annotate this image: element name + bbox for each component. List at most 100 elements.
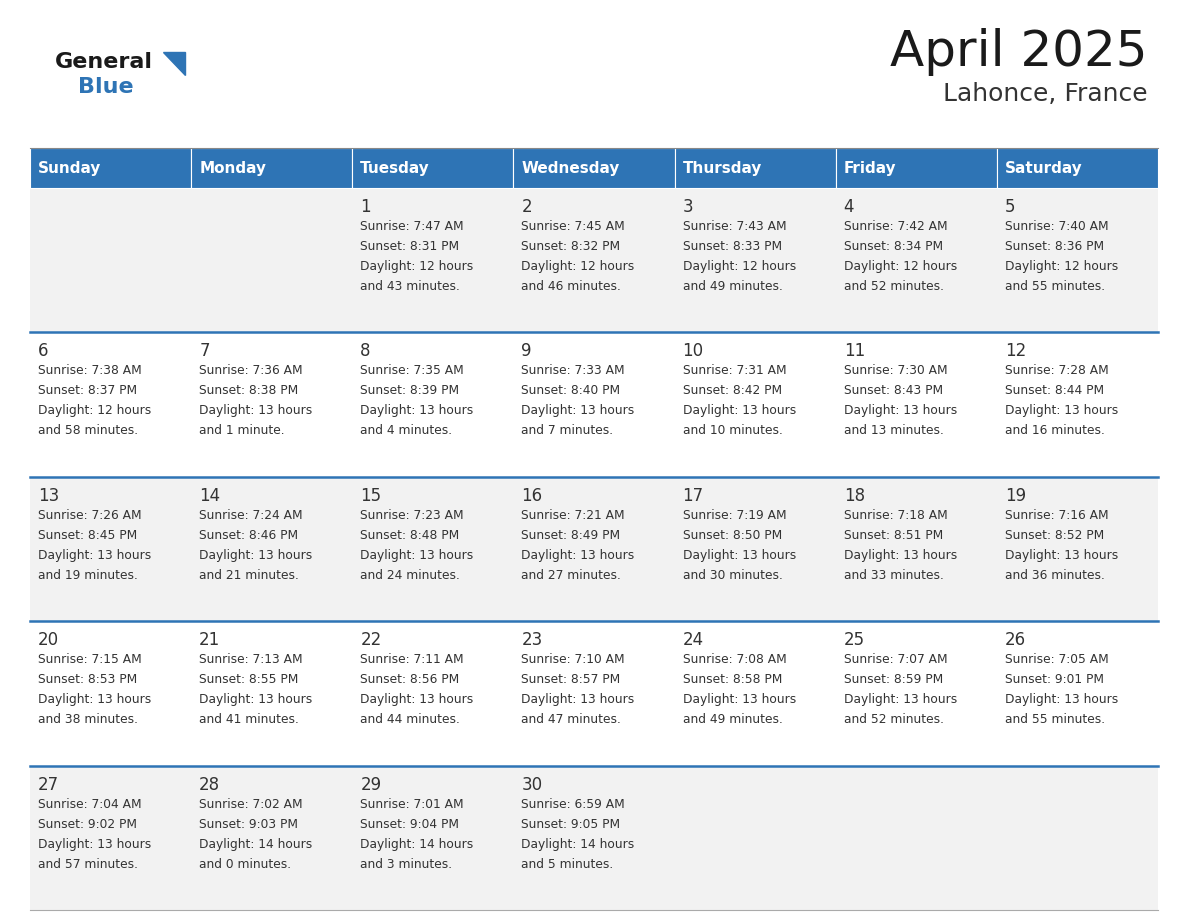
Bar xyxy=(997,332,1158,476)
Text: 20: 20 xyxy=(38,632,59,649)
Text: 2: 2 xyxy=(522,198,532,216)
Text: 16: 16 xyxy=(522,487,543,505)
Text: and 30 minutes.: and 30 minutes. xyxy=(683,569,783,582)
Text: Daylight: 13 hours: Daylight: 13 hours xyxy=(360,549,474,562)
Text: 10: 10 xyxy=(683,342,703,361)
Bar xyxy=(513,476,675,621)
Text: and 1 minute.: and 1 minute. xyxy=(200,424,285,437)
Text: Sunrise: 7:40 AM: Sunrise: 7:40 AM xyxy=(1005,220,1108,233)
Bar xyxy=(513,621,675,766)
Text: and 47 minutes.: and 47 minutes. xyxy=(522,713,621,726)
Text: Sunset: 8:56 PM: Sunset: 8:56 PM xyxy=(360,673,460,686)
Text: Sunset: 8:51 PM: Sunset: 8:51 PM xyxy=(843,529,943,542)
Text: 24: 24 xyxy=(683,632,703,649)
Bar xyxy=(835,332,997,476)
Text: 1: 1 xyxy=(360,198,371,216)
Bar xyxy=(513,148,675,188)
Text: 8: 8 xyxy=(360,342,371,361)
Bar xyxy=(191,476,353,621)
Bar xyxy=(30,148,191,188)
Text: Daylight: 12 hours: Daylight: 12 hours xyxy=(843,260,958,273)
Bar xyxy=(675,188,835,332)
Text: Sunrise: 7:16 AM: Sunrise: 7:16 AM xyxy=(1005,509,1108,521)
Text: Daylight: 13 hours: Daylight: 13 hours xyxy=(843,693,958,706)
Text: Daylight: 13 hours: Daylight: 13 hours xyxy=(360,693,474,706)
Text: 18: 18 xyxy=(843,487,865,505)
Bar xyxy=(353,148,513,188)
Text: and 49 minutes.: and 49 minutes. xyxy=(683,713,783,726)
Text: Daylight: 13 hours: Daylight: 13 hours xyxy=(1005,549,1118,562)
Bar xyxy=(997,621,1158,766)
Text: 27: 27 xyxy=(38,776,59,793)
Text: Friday: Friday xyxy=(843,161,896,175)
Text: and 27 minutes.: and 27 minutes. xyxy=(522,569,621,582)
Bar xyxy=(835,188,997,332)
Bar xyxy=(191,766,353,910)
Text: Daylight: 13 hours: Daylight: 13 hours xyxy=(200,549,312,562)
Bar xyxy=(675,766,835,910)
Text: Sunset: 8:39 PM: Sunset: 8:39 PM xyxy=(360,385,460,397)
Text: Daylight: 13 hours: Daylight: 13 hours xyxy=(200,693,312,706)
Bar xyxy=(30,766,191,910)
Text: Sunrise: 7:28 AM: Sunrise: 7:28 AM xyxy=(1005,364,1108,377)
Bar xyxy=(675,148,835,188)
Text: Daylight: 13 hours: Daylight: 13 hours xyxy=(1005,405,1118,418)
Bar xyxy=(835,476,997,621)
Text: Sunset: 8:37 PM: Sunset: 8:37 PM xyxy=(38,385,137,397)
Text: Sunrise: 7:21 AM: Sunrise: 7:21 AM xyxy=(522,509,625,521)
Text: Tuesday: Tuesday xyxy=(360,161,430,175)
Text: Sunset: 8:31 PM: Sunset: 8:31 PM xyxy=(360,240,460,253)
Text: Sunrise: 7:15 AM: Sunrise: 7:15 AM xyxy=(38,654,141,666)
Text: Sunset: 9:02 PM: Sunset: 9:02 PM xyxy=(38,818,137,831)
Text: Sunset: 8:55 PM: Sunset: 8:55 PM xyxy=(200,673,298,686)
Text: 29: 29 xyxy=(360,776,381,793)
Text: Sunset: 8:46 PM: Sunset: 8:46 PM xyxy=(200,529,298,542)
Text: Sunset: 8:59 PM: Sunset: 8:59 PM xyxy=(843,673,943,686)
Text: Sunset: 8:57 PM: Sunset: 8:57 PM xyxy=(522,673,620,686)
Text: Sunday: Sunday xyxy=(38,161,101,175)
Text: Sunrise: 7:23 AM: Sunrise: 7:23 AM xyxy=(360,509,463,521)
Text: and 52 minutes.: and 52 minutes. xyxy=(843,713,943,726)
Text: and 16 minutes.: and 16 minutes. xyxy=(1005,424,1105,437)
Text: Sunrise: 7:26 AM: Sunrise: 7:26 AM xyxy=(38,509,141,521)
Text: Saturday: Saturday xyxy=(1005,161,1082,175)
Text: and 46 minutes.: and 46 minutes. xyxy=(522,280,621,293)
Text: Sunset: 8:48 PM: Sunset: 8:48 PM xyxy=(360,529,460,542)
Bar xyxy=(30,621,191,766)
Text: Sunrise: 7:43 AM: Sunrise: 7:43 AM xyxy=(683,220,786,233)
Text: 30: 30 xyxy=(522,776,543,793)
Text: and 36 minutes.: and 36 minutes. xyxy=(1005,569,1105,582)
Bar xyxy=(997,188,1158,332)
Text: Sunrise: 7:47 AM: Sunrise: 7:47 AM xyxy=(360,220,463,233)
Text: Daylight: 14 hours: Daylight: 14 hours xyxy=(522,837,634,851)
Bar xyxy=(675,621,835,766)
Bar xyxy=(191,188,353,332)
Text: Sunrise: 7:19 AM: Sunrise: 7:19 AM xyxy=(683,509,786,521)
Text: Sunrise: 7:18 AM: Sunrise: 7:18 AM xyxy=(843,509,948,521)
Bar xyxy=(30,332,191,476)
Text: Sunset: 8:53 PM: Sunset: 8:53 PM xyxy=(38,673,138,686)
Text: Sunset: 8:50 PM: Sunset: 8:50 PM xyxy=(683,529,782,542)
Text: Blue: Blue xyxy=(78,77,133,97)
Text: Sunset: 8:43 PM: Sunset: 8:43 PM xyxy=(843,385,943,397)
Text: Sunset: 8:34 PM: Sunset: 8:34 PM xyxy=(843,240,943,253)
Text: Daylight: 14 hours: Daylight: 14 hours xyxy=(360,837,474,851)
Text: 4: 4 xyxy=(843,198,854,216)
Text: and 33 minutes.: and 33 minutes. xyxy=(843,569,943,582)
Text: and 38 minutes.: and 38 minutes. xyxy=(38,713,138,726)
Text: Sunset: 8:33 PM: Sunset: 8:33 PM xyxy=(683,240,782,253)
Bar xyxy=(353,188,513,332)
Text: and 49 minutes.: and 49 minutes. xyxy=(683,280,783,293)
Text: 25: 25 xyxy=(843,632,865,649)
Text: 22: 22 xyxy=(360,632,381,649)
Bar xyxy=(353,766,513,910)
Text: Sunrise: 7:08 AM: Sunrise: 7:08 AM xyxy=(683,654,786,666)
Text: 13: 13 xyxy=(38,487,59,505)
Text: Sunrise: 7:42 AM: Sunrise: 7:42 AM xyxy=(843,220,947,233)
Text: and 21 minutes.: and 21 minutes. xyxy=(200,569,299,582)
Text: 12: 12 xyxy=(1005,342,1026,361)
Text: Lahonce, France: Lahonce, France xyxy=(943,82,1148,106)
Bar xyxy=(513,766,675,910)
Text: 19: 19 xyxy=(1005,487,1026,505)
Bar xyxy=(30,188,191,332)
